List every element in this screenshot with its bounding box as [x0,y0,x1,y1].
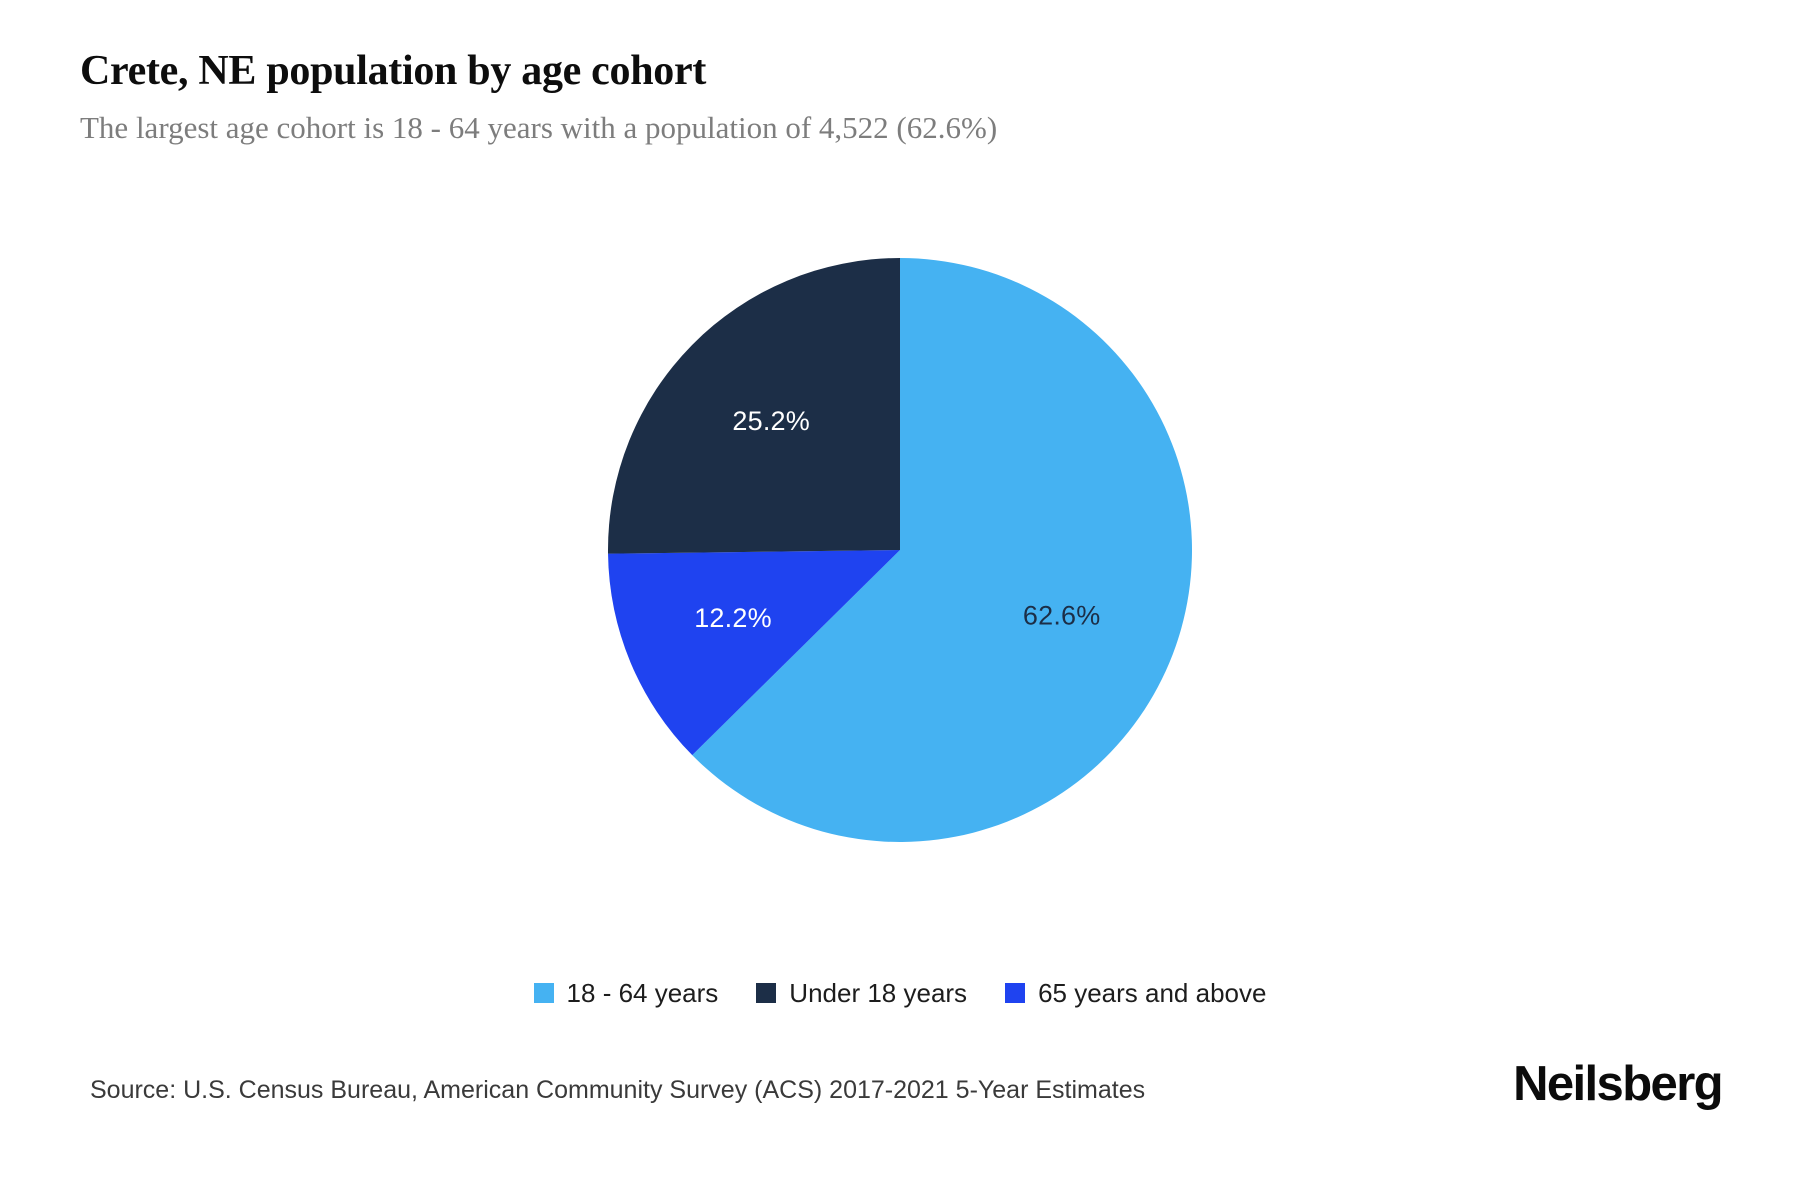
pie-slice-labels: 62.6% 12.2% 25.2% [694,406,1100,633]
brand-logo: Neilsberg [1513,1057,1724,1111]
source-note: Source: U.S. Census Bureau, American Com… [90,1076,1146,1104]
pie-slice-label-65-years-and-above: 12.2% [694,603,772,633]
legend-swatch-icon [1005,983,1026,1003]
pie-slice-label-under-18-years: 25.2% [732,406,810,436]
pie-slices [607,258,1193,842]
pie-slice-18-64-years[interactable] [692,258,1193,842]
plot-area: 62.6% 12.2% 25.2% [0,200,1800,880]
chart-header: Crete, NE population by age cohort The l… [80,48,1720,146]
pie-svg: 62.6% 12.2% 25.2% [607,258,1193,842]
page-title: Crete, NE population by age cohort [80,48,707,94]
pie-chart: 62.6% 12.2% 25.2% [580,230,1220,870]
legend-item-65-years-and-above[interactable]: 65 years and above [1005,980,1266,1006]
chart-footer: Source: U.S. Census Bureau, American Com… [0,1060,1800,1140]
legend-swatch-icon [756,983,777,1003]
legend-item-label: 18 - 64 years [566,978,719,1008]
legend-item-under-18-years[interactable]: Under 18 years [756,980,967,1006]
chart-legend: 18 - 64 years Under 18 years 65 years an… [0,980,1800,1006]
legend-item-18-64-years[interactable]: 18 - 64 years [533,978,719,1008]
pie-slice-under-18-years[interactable] [607,258,900,554]
legend-item-label: 65 years and above [1038,978,1267,1008]
pie-slice-65-years-and-above[interactable] [608,550,900,756]
legend-swatch-icon [533,983,554,1003]
chart-subtitle: The largest age cohort is 18 - 64 years … [80,110,998,146]
legend-item-label: Under 18 years [789,978,968,1008]
pie-slice-label-18-64-years: 62.6% [1023,601,1101,631]
